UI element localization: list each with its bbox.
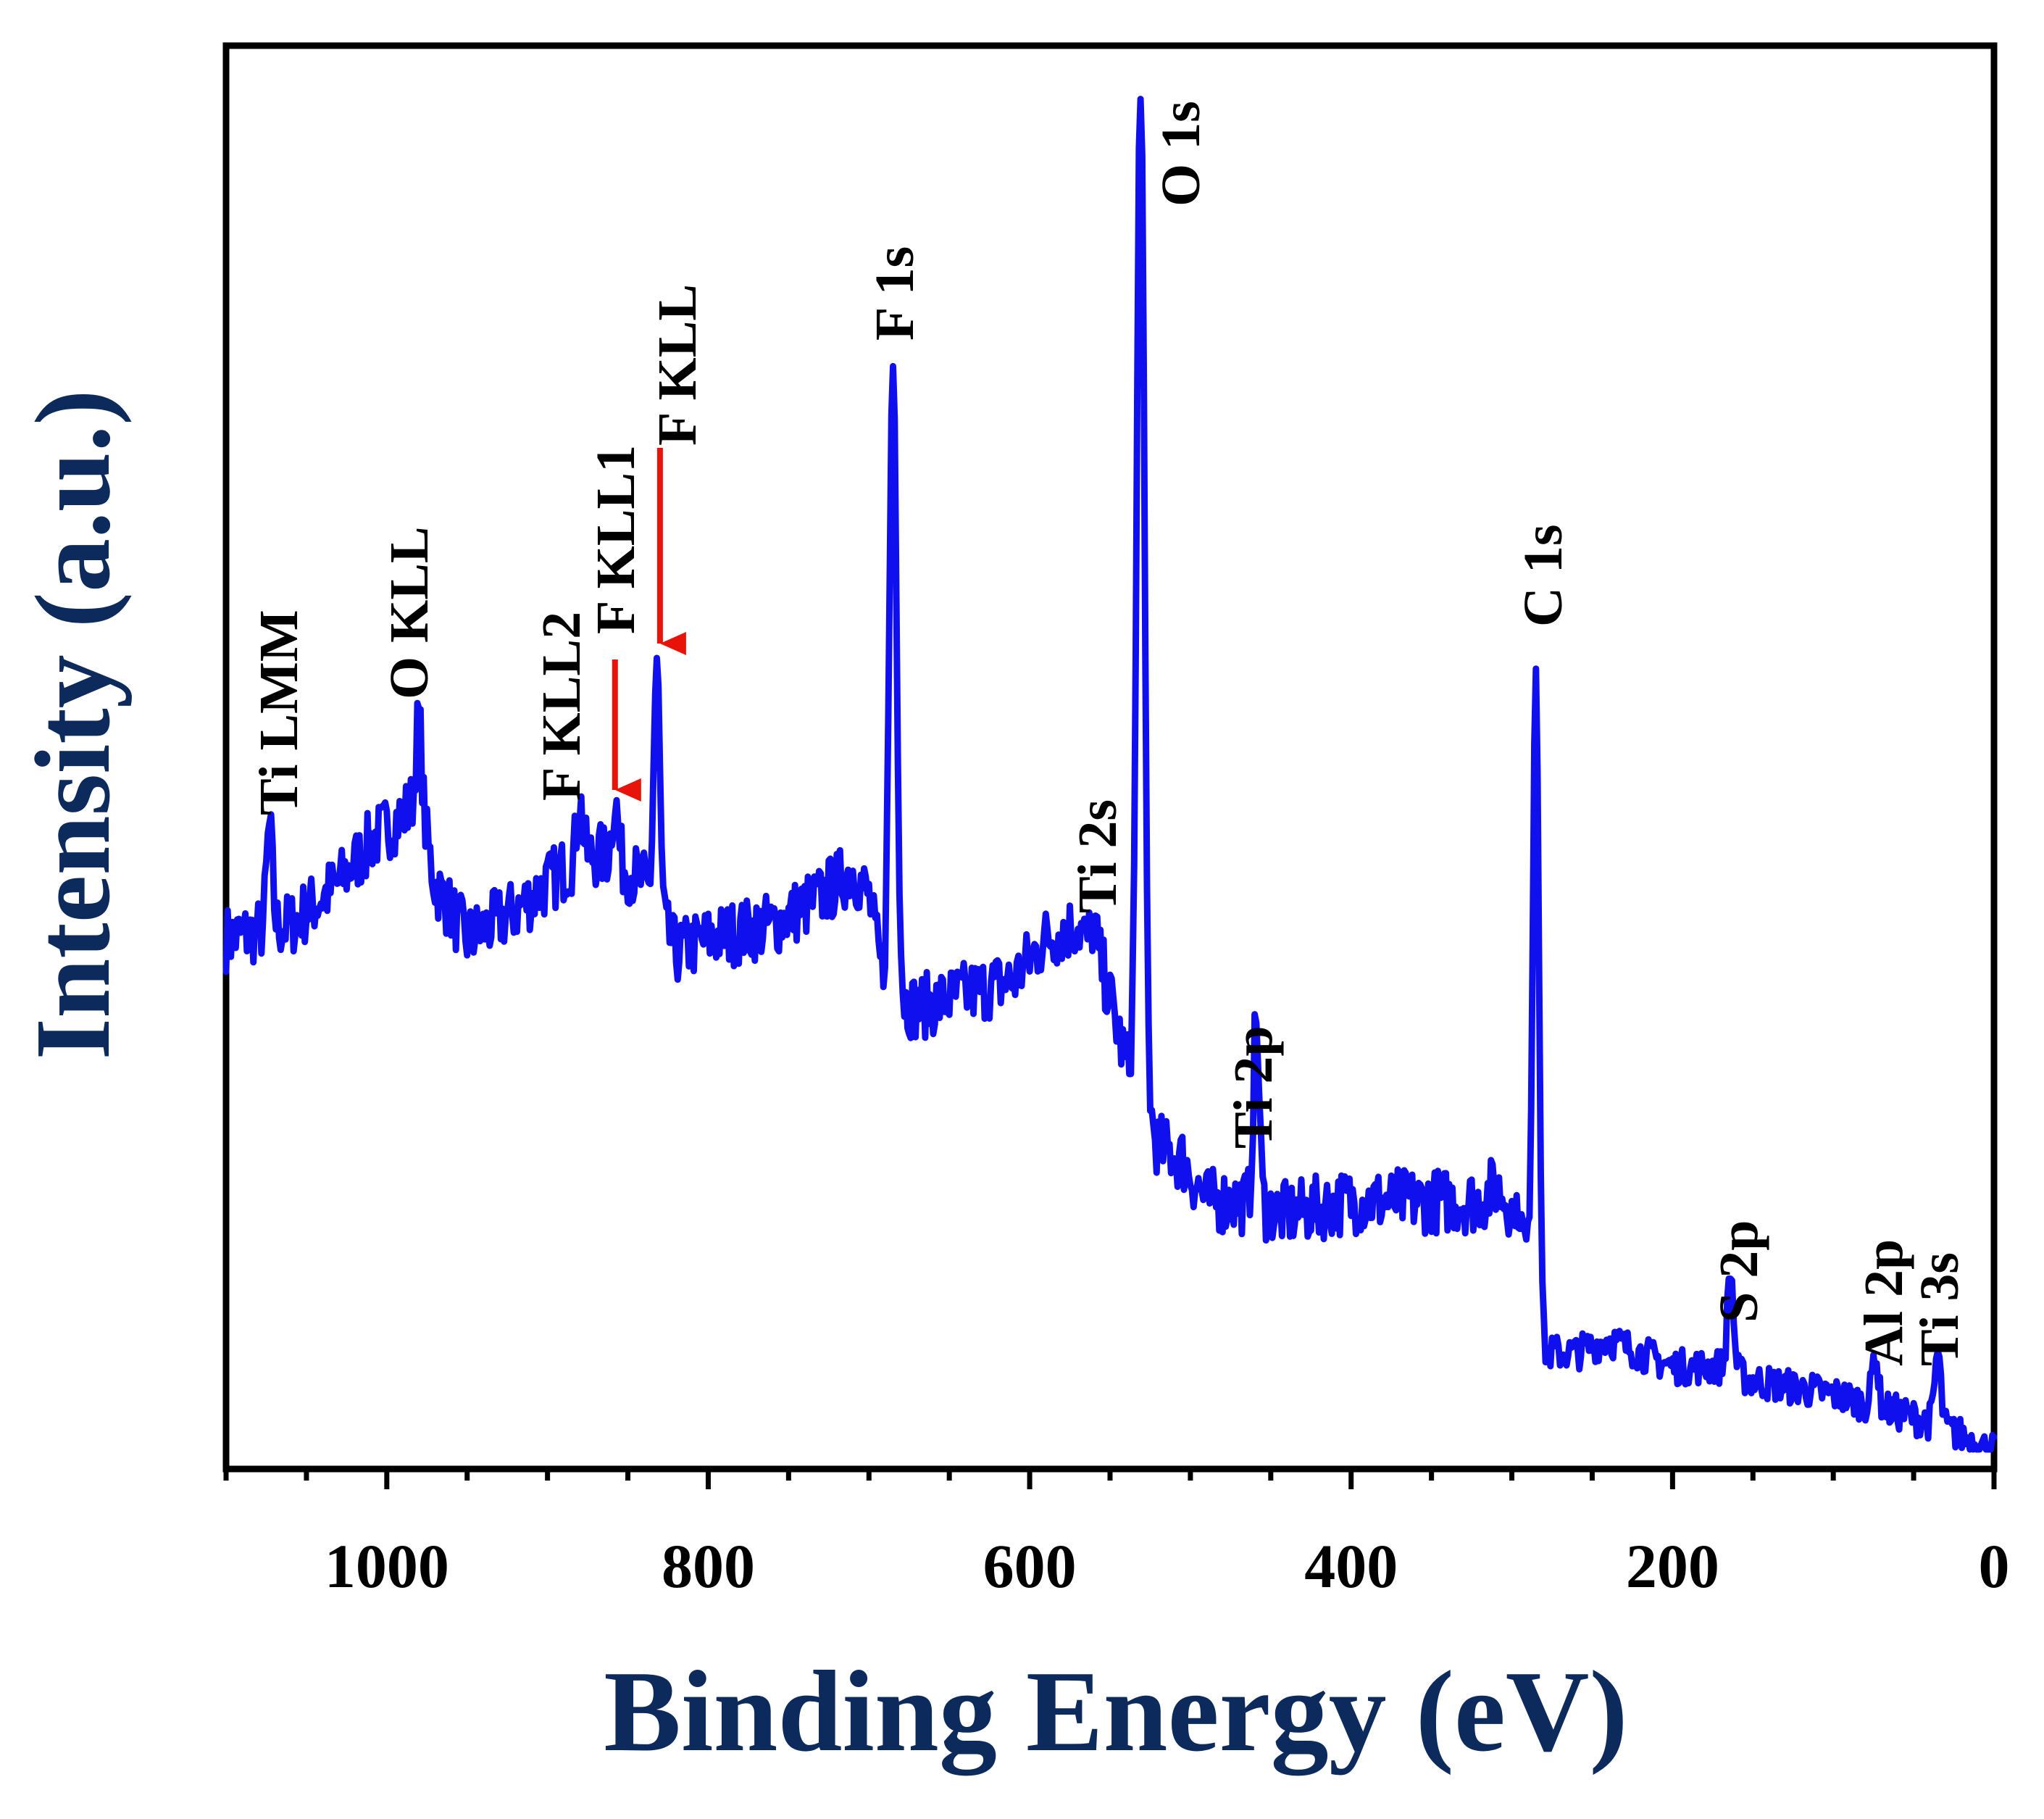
annotation-arrows xyxy=(612,448,686,802)
peak-label: O KLL xyxy=(379,526,440,699)
peak-label: C 1s xyxy=(1513,525,1574,627)
peak-label: Ti 2p xyxy=(1223,1025,1284,1149)
peak-label: Ti LMM xyxy=(249,609,309,815)
peak-label: Ti 3s xyxy=(1909,1252,1970,1366)
x-axis-tick-labels: 1000 800 600 400 200 0 xyxy=(325,1531,2010,1601)
x-tick-label: 0 xyxy=(1979,1531,2010,1601)
peak-label: F 1s xyxy=(864,246,925,341)
peak-label: F KLL2 xyxy=(531,612,592,801)
y-axis-title: Intensity (a.u.) xyxy=(14,389,133,1060)
x-tick-label: 800 xyxy=(662,1531,755,1601)
spectrum-line xyxy=(222,96,1998,1453)
peak-label: Al 2p xyxy=(1853,1239,1914,1366)
x-axis-title: Binding Energy (eV) xyxy=(604,1647,1627,1776)
x-tick-label: 1000 xyxy=(325,1531,449,1601)
peak-label: F KLL1 xyxy=(585,445,646,634)
peak-label: Ti 2s xyxy=(1067,799,1128,913)
peak-label: F KLL xyxy=(647,284,708,446)
x-axis-ticks xyxy=(223,1469,1997,1489)
peak-label: S 2p xyxy=(1709,1220,1769,1323)
peak-label: O 1s xyxy=(1151,101,1211,207)
x-tick-label: 200 xyxy=(1626,1531,1719,1601)
x-tick-label: 400 xyxy=(1304,1531,1398,1601)
x-tick-label: 600 xyxy=(983,1531,1077,1601)
